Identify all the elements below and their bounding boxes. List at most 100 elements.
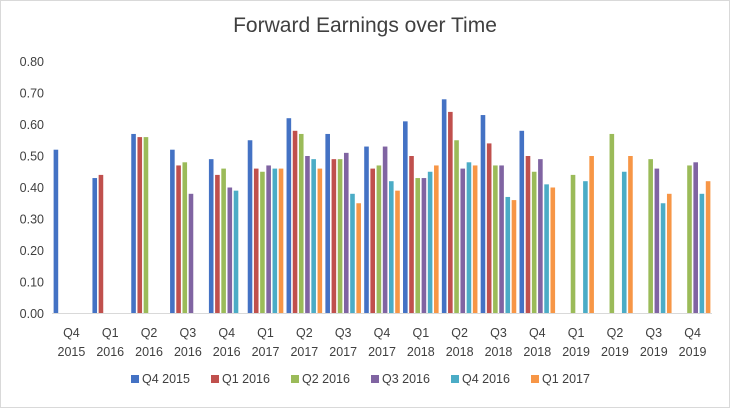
bar bbox=[278, 168, 284, 314]
chart-title: Forward Earnings over Time bbox=[233, 14, 497, 37]
x-tick-label: 2019 bbox=[562, 345, 590, 359]
bar bbox=[325, 133, 330, 314]
legend-swatch bbox=[131, 375, 139, 383]
x-tick-label: Q1 bbox=[568, 326, 585, 340]
legend-swatch bbox=[211, 375, 219, 383]
legend-label: Q4 2016 bbox=[462, 372, 510, 386]
bar bbox=[227, 187, 233, 314]
x-tick-label: Q4 bbox=[218, 326, 235, 340]
bar bbox=[131, 133, 136, 314]
bar bbox=[98, 174, 104, 314]
bar bbox=[687, 165, 692, 314]
bar bbox=[531, 171, 537, 314]
bar bbox=[343, 152, 349, 314]
bar bbox=[654, 168, 660, 314]
x-tick-label: 2017 bbox=[329, 345, 357, 359]
x-tick-label: Q1 bbox=[257, 326, 274, 340]
bar bbox=[454, 140, 459, 314]
legend-label: Q4 2015 bbox=[142, 372, 190, 386]
legend-swatch bbox=[531, 375, 539, 383]
bar bbox=[466, 162, 472, 314]
legend-label: Q1 2017 bbox=[542, 372, 590, 386]
x-tick-label: 2017 bbox=[252, 345, 280, 359]
bar bbox=[511, 200, 517, 314]
bar bbox=[550, 187, 556, 314]
bar bbox=[317, 168, 323, 314]
bar bbox=[609, 133, 615, 314]
bar bbox=[421, 178, 427, 314]
x-tick-label: Q4 bbox=[374, 326, 391, 340]
bar bbox=[382, 146, 388, 314]
bar bbox=[292, 130, 298, 314]
x-tick-label: Q3 bbox=[490, 326, 507, 340]
bar bbox=[589, 156, 594, 314]
bar bbox=[441, 99, 447, 314]
x-tick-label: 2015 bbox=[58, 345, 86, 359]
x-tick-label: 2016 bbox=[213, 345, 241, 359]
bar bbox=[628, 156, 633, 314]
bar bbox=[705, 181, 711, 314]
bar bbox=[247, 140, 253, 314]
bar bbox=[337, 159, 343, 314]
bar bbox=[660, 203, 666, 314]
bar bbox=[621, 171, 627, 314]
bar bbox=[460, 168, 466, 314]
x-tick-label: 2018 bbox=[446, 345, 474, 359]
bar bbox=[350, 193, 355, 314]
bar bbox=[699, 193, 705, 314]
x-tick-label: Q2 bbox=[607, 326, 624, 340]
bar bbox=[188, 193, 194, 314]
bar bbox=[208, 159, 214, 314]
bar bbox=[215, 174, 220, 314]
legend-swatch bbox=[451, 375, 459, 383]
bar bbox=[233, 190, 239, 314]
bar bbox=[260, 171, 265, 314]
x-tick-label: 2017 bbox=[290, 345, 318, 359]
bar bbox=[693, 162, 698, 314]
legend-swatch bbox=[291, 375, 299, 383]
bar bbox=[448, 111, 453, 314]
bar bbox=[176, 165, 181, 314]
bar bbox=[472, 165, 478, 314]
x-tick-label: 2017 bbox=[368, 345, 396, 359]
y-tick-label: 0.80 bbox=[20, 55, 44, 69]
bar bbox=[53, 149, 59, 314]
bar bbox=[480, 115, 486, 314]
bar bbox=[356, 203, 361, 314]
x-tick-label: Q4 bbox=[63, 326, 80, 340]
bar bbox=[409, 156, 414, 314]
bar bbox=[499, 165, 504, 314]
legend-label: Q3 2016 bbox=[382, 372, 430, 386]
bar bbox=[519, 130, 525, 314]
bar bbox=[538, 159, 543, 314]
bar bbox=[389, 181, 394, 314]
y-tick-label: 0.00 bbox=[20, 307, 44, 321]
y-tick-label: 0.20 bbox=[20, 244, 44, 258]
y-tick-label: 0.10 bbox=[20, 276, 44, 290]
y-tick-label: 0.60 bbox=[20, 118, 44, 132]
x-tick-label: Q3 bbox=[645, 326, 662, 340]
bar bbox=[92, 178, 98, 314]
x-tick-label: Q2 bbox=[141, 326, 158, 340]
bar bbox=[583, 181, 588, 314]
bar bbox=[221, 168, 226, 314]
bar bbox=[170, 149, 175, 314]
bar bbox=[364, 146, 369, 314]
bar bbox=[403, 121, 408, 314]
x-tick-label: Q3 bbox=[335, 326, 352, 340]
bar bbox=[331, 159, 337, 314]
y-tick-label: 0.50 bbox=[20, 150, 44, 164]
bar bbox=[570, 174, 576, 314]
bar bbox=[298, 133, 304, 314]
bar bbox=[434, 165, 439, 314]
legend-label: Q1 2016 bbox=[222, 372, 270, 386]
x-tick-label: Q4 bbox=[529, 326, 546, 340]
x-tick-label: 2019 bbox=[640, 345, 668, 359]
bar bbox=[311, 159, 316, 314]
x-tick-label: Q1 bbox=[412, 326, 429, 340]
bar bbox=[376, 165, 382, 314]
bar bbox=[137, 137, 143, 314]
x-tick-label: 2018 bbox=[407, 345, 435, 359]
y-tick-label: 0.30 bbox=[20, 213, 44, 227]
